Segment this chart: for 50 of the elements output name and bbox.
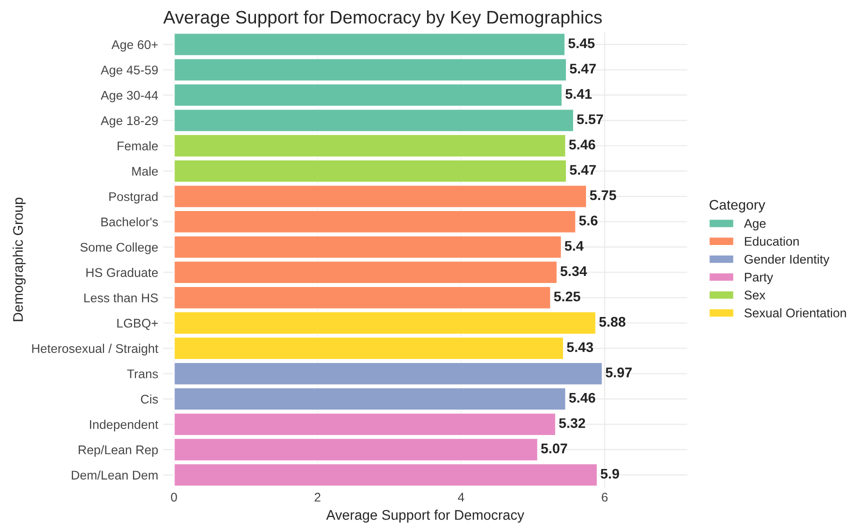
y-tick-label: Trans [127, 370, 158, 378]
y-tick-label: Cis [140, 394, 158, 404]
y-tick-label: Less than HS [84, 293, 158, 302]
data-label: 5.45 [568, 38, 595, 48]
x-axis-title: Average Support for Democracy [326, 510, 524, 523]
y-tick-label: Age 60+ [111, 40, 158, 52]
data-label: 5.46 [569, 140, 596, 150]
x-tick-label: 6 [602, 492, 608, 502]
y-tick-label: Age 45-59 [100, 66, 158, 77]
data-label: 5.46 [569, 392, 596, 403]
y-tick-label: Heterosexual / Straight [32, 344, 158, 356]
legend-title: Category [710, 200, 766, 212]
data-label: 5.43 [566, 342, 594, 352]
data-label: 5.75 [590, 190, 616, 200]
y-tick-label: LGBQ+ [117, 318, 158, 330]
y-tick-label: Age 30-44 [100, 90, 158, 102]
y-tick-label: Male [132, 166, 158, 176]
y-axis-title: Demographic Group [12, 198, 26, 322]
legend-label: Age [744, 219, 766, 230]
y-tick-label: HS Graduate [86, 268, 158, 278]
data-label: 5.34 [560, 266, 588, 276]
y-tick-label: Age 18-29 [100, 116, 158, 128]
chart-title: Average Support for Democracy by Key Demographics [163, 10, 602, 28]
y-tick-label: Postgrad [109, 192, 158, 204]
y-tick-label: Female [118, 141, 158, 150]
legend-label: Gender Identity [744, 254, 830, 266]
data-label: 5.9 [600, 468, 620, 479]
x-tick-label: 0 [170, 492, 177, 502]
data-label: 5.6 [579, 216, 598, 226]
data-label: 5.41 [566, 89, 592, 99]
y-tick-label: Bachelor's [101, 217, 158, 226]
y-tick-label: Rep/Lean Rep [78, 445, 158, 457]
x-tick-label: 2 [314, 492, 320, 502]
data-label: 5.07 [541, 444, 568, 454]
data-label: 5.25 [554, 292, 580, 302]
y-tick-label: Some College [80, 242, 158, 254]
legend-label: Education [744, 236, 799, 246]
y-tick-label: Independent [90, 420, 158, 432]
data-label: 5.57 [576, 114, 603, 124]
data-label: 5.88 [599, 316, 626, 327]
legend-label: Sex [744, 290, 766, 300]
data-label: 5.32 [559, 418, 586, 428]
y-tick-label: Dem/Lean Dem [72, 470, 158, 480]
legend-label: Party [744, 272, 774, 284]
legend-label: Sexual Orientation [744, 308, 846, 318]
data-label: 5.47 [570, 165, 596, 175]
data-label: 5.97 [606, 368, 632, 378]
x-tick-label: 4 [458, 492, 464, 502]
data-label: 5.4 [564, 241, 584, 251]
data-label: 5.47 [570, 64, 596, 74]
